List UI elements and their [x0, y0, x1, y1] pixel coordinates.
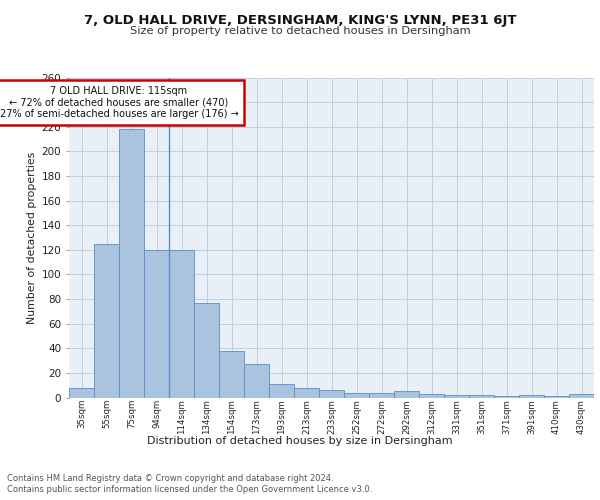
- Bar: [519, 395, 544, 398]
- Bar: [394, 392, 419, 398]
- Bar: [419, 394, 444, 398]
- Bar: [544, 396, 569, 398]
- Text: Contains public sector information licensed under the Open Government Licence v3: Contains public sector information licen…: [7, 485, 373, 494]
- Bar: [444, 395, 469, 398]
- Bar: [219, 350, 244, 398]
- Bar: [569, 394, 594, 398]
- Bar: [494, 396, 519, 398]
- Bar: [244, 364, 269, 398]
- Bar: [269, 384, 294, 398]
- Bar: [94, 244, 119, 398]
- Bar: [169, 250, 194, 398]
- Bar: [294, 388, 319, 398]
- Y-axis label: Number of detached properties: Number of detached properties: [28, 152, 37, 324]
- Bar: [144, 250, 169, 398]
- Bar: [319, 390, 344, 398]
- Text: Contains HM Land Registry data © Crown copyright and database right 2024.: Contains HM Land Registry data © Crown c…: [7, 474, 334, 483]
- Bar: [119, 129, 144, 398]
- Bar: [344, 392, 369, 398]
- Text: Distribution of detached houses by size in Dersingham: Distribution of detached houses by size …: [147, 436, 453, 446]
- Bar: [69, 388, 94, 398]
- Text: 7 OLD HALL DRIVE: 115sqm
← 72% of detached houses are smaller (470)
27% of semi-: 7 OLD HALL DRIVE: 115sqm ← 72% of detach…: [0, 86, 238, 120]
- Bar: [469, 395, 494, 398]
- Bar: [194, 302, 219, 398]
- Text: 7, OLD HALL DRIVE, DERSINGHAM, KING'S LYNN, PE31 6JT: 7, OLD HALL DRIVE, DERSINGHAM, KING'S LY…: [84, 14, 516, 27]
- Bar: [369, 392, 394, 398]
- Text: Size of property relative to detached houses in Dersingham: Size of property relative to detached ho…: [130, 26, 470, 36]
